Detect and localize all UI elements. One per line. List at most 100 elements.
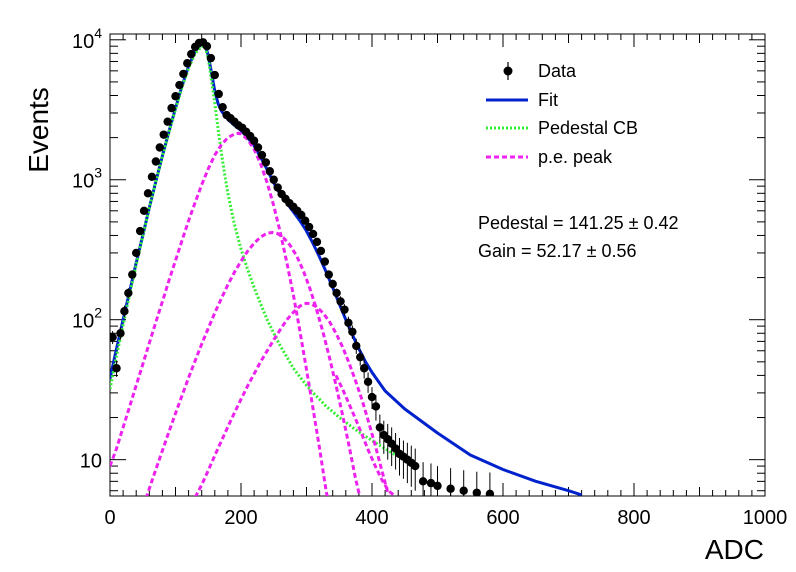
data-point — [116, 327, 125, 340]
y-tick-label: 103 — [72, 165, 102, 193]
data-point — [135, 226, 145, 236]
data-point — [304, 222, 314, 232]
legend-item-fit: Fit — [486, 90, 558, 110]
data-point-marker — [210, 70, 219, 80]
data-point — [316, 246, 326, 256]
y-axis-ticks — [110, 39, 765, 492]
data-point-marker — [363, 377, 373, 387]
data-point-marker — [446, 484, 455, 493]
data-point — [139, 206, 149, 215]
data-point-marker — [206, 53, 216, 63]
data-point — [273, 183, 282, 192]
data-point-marker — [352, 341, 361, 351]
data-point — [187, 49, 196, 59]
data-point-marker — [273, 183, 282, 192]
data-point — [324, 270, 333, 280]
data-point — [143, 189, 153, 198]
data-point-marker — [269, 175, 278, 184]
data-point-marker — [324, 270, 333, 279]
data-point — [249, 136, 259, 145]
data-point-marker — [159, 130, 168, 139]
data-point — [253, 143, 263, 152]
data-point-marker — [320, 257, 330, 266]
data-point-marker — [147, 172, 157, 181]
data-point — [218, 102, 227, 112]
data-point-marker — [171, 92, 180, 101]
x-tick-label: 200 — [224, 507, 257, 529]
data-point — [214, 89, 223, 99]
annotation-gain: Gain = 52.17 ± 0.56 — [478, 241, 637, 261]
data-point — [132, 248, 141, 258]
data-point-marker — [261, 158, 271, 167]
data-point — [411, 448, 420, 491]
data-point-marker — [328, 279, 337, 289]
data-point — [363, 372, 373, 393]
data-point-marker — [135, 226, 145, 236]
data-point — [112, 360, 121, 377]
legend-label-data: Data — [538, 61, 577, 81]
data-point-marker — [214, 89, 223, 99]
x-tick-label: 800 — [617, 507, 650, 529]
data-point-marker — [426, 478, 436, 488]
data-point-marker — [459, 486, 468, 495]
data-point — [332, 288, 341, 298]
data-point-marker — [175, 80, 184, 90]
legend-item-pedestal: Pedestal CB — [486, 118, 638, 138]
data-point-marker — [257, 150, 267, 160]
legend-label-fit: Fit — [538, 90, 558, 110]
data-point — [375, 414, 385, 444]
data-point — [300, 216, 310, 225]
legend-item-pe-peak: p.e. peak — [486, 147, 613, 167]
data-point-marker — [163, 117, 172, 126]
data-point-marker — [265, 167, 275, 176]
data-point — [312, 237, 322, 247]
data-point-marker — [132, 248, 141, 258]
curve-p-e-peak-1 — [110, 131, 329, 496]
data-point-marker — [128, 270, 137, 279]
data-point — [147, 172, 157, 181]
data-point — [433, 466, 442, 496]
data-point-marker — [112, 364, 121, 373]
data-point — [348, 325, 357, 339]
data-point-marker — [249, 136, 259, 145]
y-tick-label: 104 — [72, 25, 102, 53]
x-tick-label: 600 — [486, 507, 519, 529]
data-point — [151, 157, 161, 166]
data-point — [446, 468, 455, 496]
data-point-marker — [367, 392, 377, 402]
legend-label-pe-peak: p.e. peak — [538, 147, 613, 167]
data-point — [120, 305, 129, 318]
y-axis-tick-labels: 10 102 103 104 — [72, 25, 102, 473]
legend: Data Fit Pedestal CB p.e. peak — [486, 61, 638, 167]
data-point-marker — [151, 157, 161, 166]
x-tick-label: 400 — [355, 507, 388, 529]
data-point — [328, 279, 337, 289]
data-point-marker — [356, 352, 365, 362]
data-point — [340, 304, 349, 316]
data-point — [128, 270, 137, 280]
data-point-marker — [253, 143, 263, 152]
data-point-marker — [300, 216, 310, 225]
data-point-marker — [418, 477, 428, 486]
data-point-marker — [312, 237, 322, 247]
data-point-marker — [411, 461, 420, 471]
data-point-marker — [433, 481, 442, 491]
data-point-marker — [167, 103, 176, 113]
data-point — [183, 59, 192, 68]
data-point — [320, 257, 330, 266]
data-point — [206, 53, 216, 63]
data-point-marker — [179, 69, 188, 79]
data-point-marker — [359, 364, 369, 373]
y-tick-label: 10 — [80, 451, 102, 473]
data-point-marker — [202, 41, 212, 51]
data-point — [352, 338, 361, 354]
data-point-marker — [340, 305, 349, 314]
data-point-marker — [218, 102, 227, 112]
data-point — [472, 471, 481, 496]
data-point-marker — [336, 297, 345, 306]
data-point-marker — [485, 489, 495, 496]
data-point-marker — [348, 327, 357, 336]
data-point-marker — [316, 246, 326, 256]
data-point-marker — [308, 229, 318, 239]
data-point — [265, 167, 275, 176]
